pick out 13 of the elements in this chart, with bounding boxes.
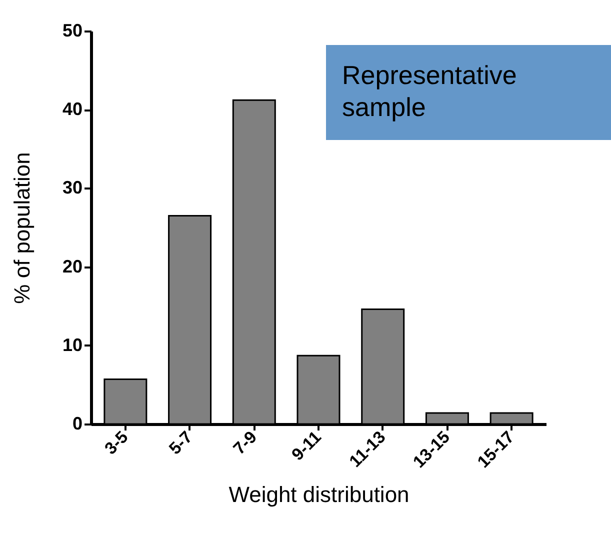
- annotation: Representative sample: [342, 59, 518, 123]
- x-tick-label: 3-5: [100, 427, 132, 458]
- y-tick-label: 30: [62, 178, 82, 198]
- y-tick-label: 0: [72, 414, 82, 434]
- x-tick-label: 9-11: [288, 427, 325, 464]
- x-tick-label: 5-7: [165, 427, 196, 458]
- y-tick-label: 10: [62, 334, 82, 355]
- y-tick-label: 20: [62, 256, 82, 276]
- x-tick-label: 7-9: [230, 427, 261, 458]
- y-tick-label: 40: [62, 99, 82, 120]
- x-axis-title: Weight distribution: [228, 482, 410, 507]
- y-tick-label: 50: [62, 20, 82, 40]
- y-axis-title: % of population: [9, 152, 34, 304]
